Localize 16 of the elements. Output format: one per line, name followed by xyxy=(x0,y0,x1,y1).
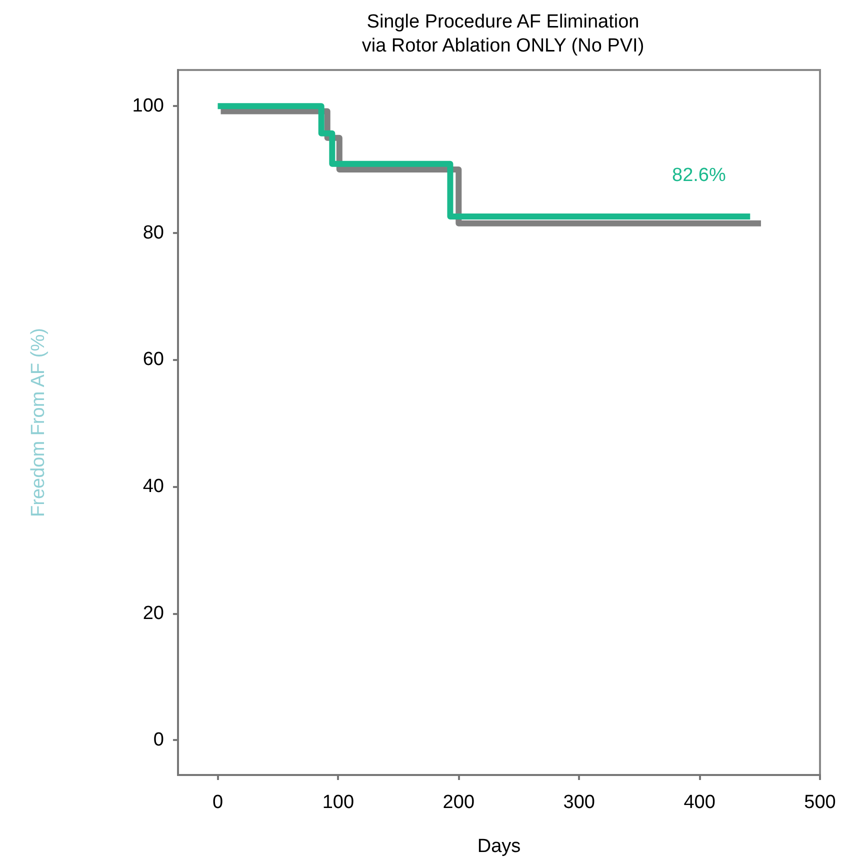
x-axis-title: Days xyxy=(477,836,521,857)
x-tick-label: 400 xyxy=(684,792,716,813)
y-axis-title: Freedom From AF (%) xyxy=(28,328,49,517)
x-tick-label: 100 xyxy=(322,792,354,813)
y-tick-label: 0 xyxy=(153,730,164,751)
annotation: 82.6% xyxy=(672,165,726,186)
y-tick-label: 80 xyxy=(142,222,164,244)
y-tick-label: 100 xyxy=(132,96,164,117)
chart-title: Single Procedure AF Elimination via Rotor Ablation ONLY (No PVI) xyxy=(362,12,644,56)
x-tick-label: 500 xyxy=(804,792,836,813)
x-tick-label: 0 xyxy=(212,792,224,813)
x-tick-label: 300 xyxy=(563,792,595,813)
y-tick-label: 40 xyxy=(142,476,164,498)
y-tick-label: 20 xyxy=(142,602,164,624)
x-tick-label: 200 xyxy=(442,792,474,813)
y-tick-label: 60 xyxy=(142,349,164,370)
